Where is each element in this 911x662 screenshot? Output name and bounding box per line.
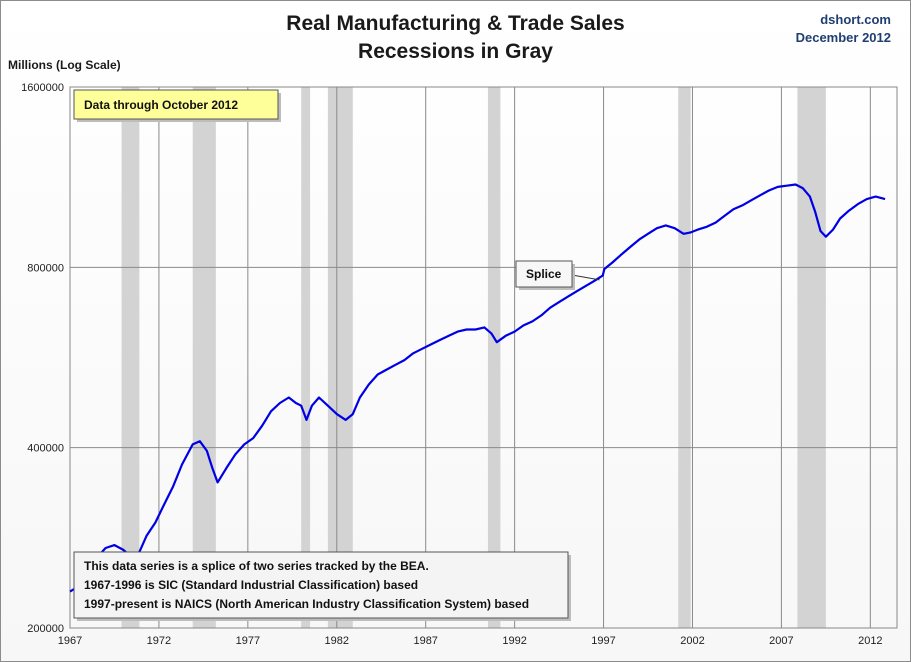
x-tick-label-4: 1987 [413, 635, 437, 647]
data-through-note: Data through October 2012 [73, 89, 281, 122]
series-note-line-3: 1997-present is NAICS (North American In… [84, 597, 529, 611]
recession-band-0 [121, 87, 140, 628]
y-axis-label: Millions (Log Scale) [8, 58, 121, 72]
recession-band-1 [192, 87, 216, 628]
y-tick-label-0: 200000 [27, 623, 64, 635]
recession-bands [121, 87, 826, 628]
note-box [73, 89, 279, 120]
splice-box [515, 260, 573, 288]
splice-label: Splice [526, 267, 562, 281]
x-tick-label-6: 1997 [591, 635, 615, 647]
recession-band-6 [797, 87, 826, 628]
recession-band-5 [678, 87, 691, 628]
series-line-0 [69, 183, 886, 593]
series-note-line-2: 1967-1996 is SIC (Standard Industrial Cl… [84, 578, 418, 592]
x-tick-label-0: 1967 [58, 635, 82, 647]
x-tick-label-8: 2007 [769, 635, 793, 647]
credit-date: December 2012 [795, 30, 891, 45]
x-tick-label-9: 2012 [858, 635, 882, 647]
plot-area [69, 86, 898, 629]
x-tick-label-1: 1972 [147, 635, 171, 647]
y-tick-label-1: 400000 [27, 443, 64, 455]
x-tick-label-2: 1977 [236, 635, 260, 647]
recession-band-4 [487, 87, 501, 628]
series-note-line-1: This data series is a splice of two seri… [84, 559, 429, 573]
y-tick-label-2: 800000 [27, 262, 64, 274]
series-group [69, 183, 886, 593]
x-tick-labels: 1967 1972 1977 1982 1987 1992 1997 2002 2007 2012 [58, 635, 883, 647]
credit-source: dshort.com [820, 12, 891, 27]
recession-band-2 [301, 87, 311, 628]
x-tick-label-7: 2002 [680, 635, 704, 647]
series-note: This data series is a splice of two seri… [73, 551, 571, 621]
x-tick-label-5: 1992 [502, 635, 526, 647]
data-through-label: Data through October 2012 [84, 98, 238, 112]
recession-band-3 [327, 87, 353, 628]
series-note-box [73, 551, 569, 619]
y-tick-label-3: 1600000 [21, 82, 64, 94]
chart-subtitle: Recessions in Gray [358, 40, 553, 63]
x-tick-label-3: 1982 [325, 635, 349, 647]
y-tick-labels: 200000 400000 800000 1600000 [21, 82, 64, 635]
chart-title: Real Manufacturing & Trade Sales [286, 12, 625, 35]
splice-leader-line [571, 274, 600, 281]
splice-callout: Splice [515, 260, 600, 290]
